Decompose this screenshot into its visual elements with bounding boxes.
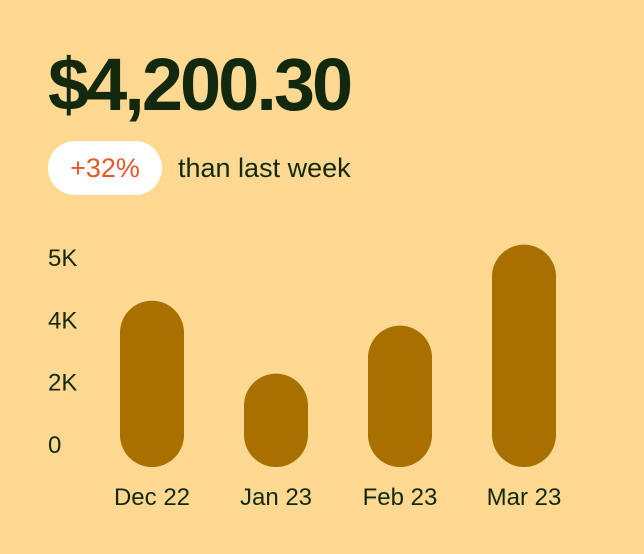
bar-dec-22 (120, 300, 184, 467)
bar-mar-23 (492, 244, 556, 467)
x-tick-label: Mar 23 (487, 484, 562, 511)
y-tick-label: 0 (48, 432, 61, 459)
x-tick-label: Feb 23 (363, 484, 438, 511)
y-tick-label: 2K (48, 370, 77, 397)
y-tick-label: 4K (48, 307, 77, 334)
x-tick-label: Jan 23 (240, 484, 312, 511)
bar-feb-23 (368, 325, 432, 467)
comparison-text: than last week (178, 153, 351, 183)
bar-jan-23 (244, 373, 308, 467)
total-amount: $4,200.30 (48, 43, 353, 126)
x-tick-label: Dec 22 (114, 484, 190, 511)
change-badge: +32% (48, 141, 162, 195)
y-tick-label: 5K (48, 245, 77, 272)
